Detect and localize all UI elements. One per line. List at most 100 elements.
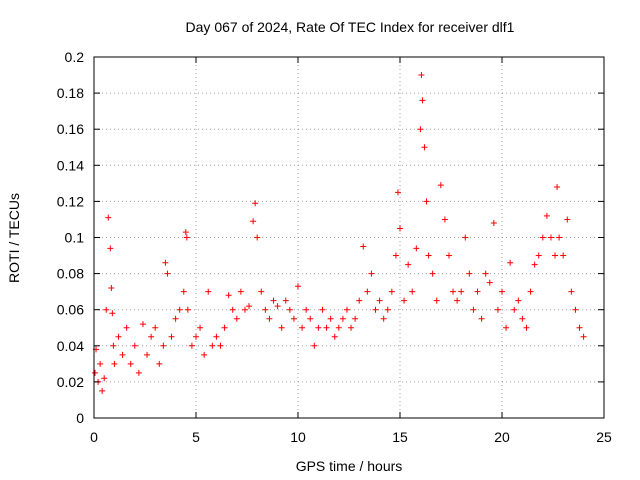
data-point — [360, 243, 367, 250]
data-point — [494, 306, 501, 313]
data-point — [295, 283, 301, 290]
data-point — [462, 234, 469, 241]
data-point — [127, 360, 134, 367]
data-point — [433, 297, 440, 304]
data-point — [290, 315, 297, 322]
data-point — [423, 198, 430, 205]
y-tick-label: 0.12 — [57, 193, 84, 209]
data-point — [197, 324, 204, 331]
data-point — [568, 288, 575, 295]
data-point — [499, 288, 505, 295]
data-point — [343, 306, 350, 313]
data-point — [217, 342, 224, 349]
data-point — [466, 270, 473, 277]
data-point — [315, 324, 322, 331]
x-tick-label: 10 — [290, 429, 306, 445]
data-point — [135, 369, 142, 376]
data-point — [445, 252, 452, 259]
data-point — [299, 324, 306, 331]
data-point — [160, 342, 167, 349]
data-point — [376, 297, 383, 304]
data-point — [107, 245, 114, 252]
data-point — [139, 321, 146, 328]
data-point — [421, 144, 428, 151]
data-point — [274, 303, 281, 310]
data-point — [119, 351, 126, 358]
x-tick-label: 25 — [596, 429, 612, 445]
data-point — [576, 324, 583, 331]
data-point — [519, 315, 526, 322]
data-point — [286, 306, 293, 313]
data-point — [394, 189, 401, 196]
axis-ticks: 0 0.02 0.04 0.06 0.08 0.1 0.12 0.14 0.16 0.18 0.2 0… — [57, 49, 612, 445]
data-point — [454, 297, 461, 304]
y-tick-label: 0.16 — [57, 121, 84, 137]
data-point — [97, 360, 104, 367]
data-point — [99, 387, 106, 394]
data-point — [225, 292, 232, 299]
grid-lines — [94, 57, 604, 418]
data-point — [111, 360, 118, 367]
data-point — [490, 220, 497, 227]
data-point — [162, 259, 169, 266]
data-point — [319, 306, 326, 313]
data-point — [213, 333, 220, 340]
data-point — [241, 306, 248, 313]
data-points — [92, 72, 587, 394]
data-point — [105, 214, 112, 221]
data-point — [254, 234, 261, 241]
data-point — [364, 288, 371, 295]
data-point — [144, 351, 151, 358]
data-point — [183, 234, 190, 241]
data-point — [564, 216, 571, 223]
y-tick-label: 0.06 — [57, 302, 84, 318]
data-point — [560, 252, 567, 259]
data-point — [172, 315, 179, 322]
data-point — [229, 306, 236, 313]
data-point — [278, 324, 285, 331]
data-point — [368, 270, 375, 277]
data-point — [539, 234, 546, 241]
data-point — [115, 333, 122, 340]
data-point — [372, 306, 379, 313]
data-point — [205, 288, 212, 295]
data-point — [182, 229, 189, 236]
data-point — [450, 288, 457, 295]
data-point — [482, 270, 489, 277]
data-point — [413, 245, 420, 252]
data-point — [352, 315, 359, 322]
x-axis-label: GPS time / hours — [296, 458, 403, 474]
data-point — [572, 306, 579, 313]
data-point — [246, 303, 253, 310]
data-point — [252, 200, 259, 207]
x-tick-label: 20 — [494, 429, 510, 445]
data-point — [270, 297, 277, 304]
data-point — [409, 288, 416, 295]
data-point — [201, 351, 208, 358]
y-tick-label: 0.18 — [57, 85, 84, 101]
data-point — [307, 315, 314, 322]
data-point — [405, 261, 412, 268]
data-point — [164, 270, 171, 277]
data-point — [339, 315, 346, 322]
data-point — [103, 306, 110, 313]
data-point — [311, 342, 318, 349]
data-point — [92, 369, 99, 376]
chart-title: Day 067 of 2024, Rate Of TEC Index for r… — [186, 19, 515, 35]
data-point — [543, 212, 550, 219]
data-point — [184, 306, 191, 313]
data-point — [108, 285, 115, 292]
data-point — [478, 315, 485, 322]
data-point — [474, 288, 481, 295]
data-point — [131, 342, 138, 349]
data-point — [392, 252, 399, 259]
data-point — [258, 288, 265, 295]
data-point — [209, 342, 216, 349]
y-tick-label: 0.02 — [57, 374, 84, 390]
data-point — [176, 306, 183, 313]
data-point — [470, 306, 477, 313]
data-point — [547, 234, 554, 241]
data-point — [380, 315, 387, 322]
data-point — [401, 297, 408, 304]
